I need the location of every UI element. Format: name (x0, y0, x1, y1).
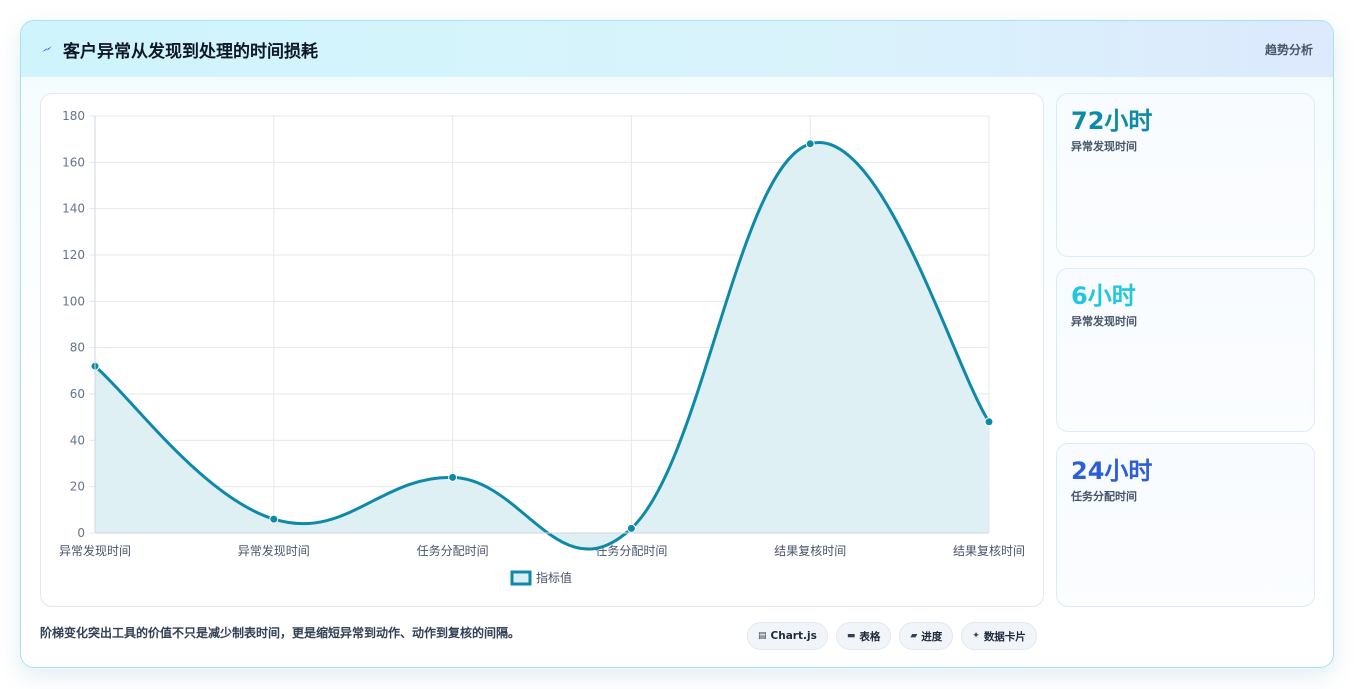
x-tick-label: 结果复核时间 (774, 544, 846, 558)
stat-value: 72小时 (1071, 107, 1153, 135)
y-tick-label: 140 (62, 202, 85, 216)
chart-icon: ▤ (758, 631, 767, 641)
chip-chartjs[interactable]: ▤ Chart.js (747, 622, 828, 650)
y-tick-label: 100 (62, 294, 85, 308)
x-tick-label: 异常发现时间 (59, 543, 131, 558)
x-tick-label: 异常发现时间 (238, 543, 310, 558)
chip-label: Chart.js (770, 630, 817, 642)
bolt-icon (42, 46, 52, 52)
y-tick-label: 120 (62, 248, 85, 262)
report-card: 客户异常从发现到处理的时间损耗 趋势分析 0 20 40 60 80 100 120 140 1… (20, 20, 1334, 668)
y-tick-label: 180 (62, 109, 85, 123)
chip-label: 表格 (859, 630, 881, 643)
x-tick-label: 结果复核时间 (953, 544, 1025, 558)
trend-tag[interactable]: 趋势分析 (1264, 42, 1313, 57)
chip-label: 数据卡片 (983, 630, 1026, 643)
stat-card-1: 72小时 异常发现时间 (1056, 93, 1315, 257)
stat-label: 异常发现时间 (1071, 140, 1137, 153)
chip-label: 进度 (921, 630, 943, 643)
data-point (984, 417, 994, 427)
chart-panel: 0 20 40 60 80 100 120 140 160 180 异常发现时间 异常发现时间 任务分配… (40, 93, 1044, 607)
y-tick-label: 80 (70, 341, 85, 355)
card-icon: ✦ (972, 631, 980, 641)
stat-card-2: 6小时 异常发现时间 (1056, 268, 1315, 432)
legend-swatch (510, 570, 532, 586)
chip-cards[interactable]: ✦ 数据卡片 (961, 622, 1037, 650)
card-header: 客户异常从发现到处理的时间损耗 趋势分析 (21, 21, 1333, 77)
series-area (95, 142, 989, 550)
x-tick-label: 任务分配时间 (595, 543, 667, 558)
y-tick-label: 160 (62, 155, 85, 169)
stat-label: 异常发现时间 (1071, 315, 1137, 328)
data-point (269, 514, 279, 524)
stat-value: 24小时 (1071, 457, 1153, 485)
y-tick-label: 20 (70, 480, 85, 494)
y-tick-label: 0 (77, 526, 85, 540)
stat-label: 任务分配时间 (1071, 490, 1137, 503)
chip-progress[interactable]: ▰ 进度 (899, 622, 954, 650)
stat-value: 6小时 (1071, 282, 1136, 310)
y-tick-label: 40 (70, 433, 85, 447)
table-icon: ▬ (846, 631, 856, 641)
progress-icon: ▰ (910, 631, 918, 641)
data-point (626, 523, 636, 533)
data-point (805, 139, 815, 149)
stat-card-3: 24小时 任务分配时间 (1056, 443, 1315, 607)
line-chart: 0 20 40 60 80 100 120 140 160 180 异常发现时间 异常发现时间 任务分配… (59, 109, 1025, 586)
footer-note: 阶梯变化突出工具的价值不只是减少制表时间，更是缩短异常到动作、动作到复核的间隔。 (40, 626, 521, 640)
page-title: 客户异常从发现到处理的时间损耗 (63, 41, 318, 62)
legend-label: 指标值 (536, 570, 572, 585)
data-point (448, 472, 458, 482)
x-tick-label: 任务分配时间 (417, 543, 489, 558)
y-tick-label: 60 (70, 387, 85, 401)
title-wrap: 客户异常从发现到处理的时间损耗 (41, 37, 318, 62)
chip-row: ▤ Chart.js ▬ 表格 ▰ 进度 ✦ 数据卡片 (747, 622, 1037, 650)
chip-table[interactable]: ▬ 表格 (835, 622, 892, 650)
